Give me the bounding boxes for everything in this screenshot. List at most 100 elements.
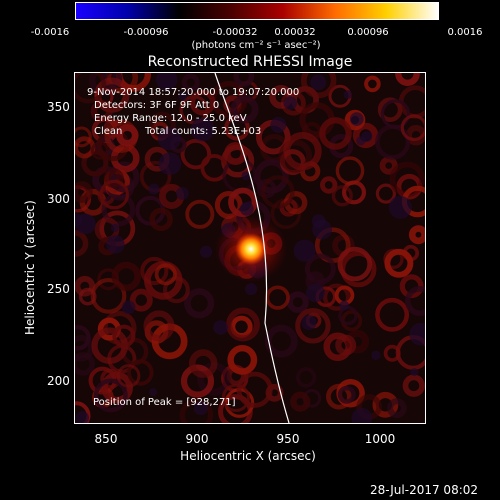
texture-ring <box>352 122 379 149</box>
solar-limb-line <box>214 73 290 423</box>
texture-dark-spot <box>158 152 182 175</box>
texture-ring <box>112 324 136 348</box>
texture-ring <box>75 73 107 104</box>
texture-ring <box>230 95 259 124</box>
texture-dark-spot <box>293 239 316 262</box>
texture-ring <box>111 261 142 292</box>
texture-ring <box>287 291 309 314</box>
y-axis-label: Heliocentric Y (arcsec) <box>23 200 37 335</box>
texture-ring <box>322 283 351 311</box>
texture-ring <box>398 85 425 119</box>
texture-ring <box>295 367 317 388</box>
x-tick-850: 850 <box>94 432 118 446</box>
texture-ring <box>81 149 109 177</box>
texture-ring <box>75 352 95 376</box>
texture-ring <box>75 126 92 148</box>
texture-ring <box>75 136 96 159</box>
rhessi-image-plot <box>74 72 426 424</box>
texture-ring <box>341 310 363 332</box>
texture-ring <box>108 161 140 193</box>
texture-ring <box>75 230 89 257</box>
texture-ring <box>290 391 311 412</box>
colorbar-gradient <box>75 2 439 20</box>
texture-dark-spot <box>149 388 158 397</box>
texture-ring <box>184 288 215 319</box>
texture-ring <box>93 378 128 413</box>
x-tick-1000: 1000 <box>364 432 396 446</box>
texture-ring <box>337 246 373 282</box>
texture-dark-spot <box>388 195 412 219</box>
texture-dark-spot <box>350 112 364 126</box>
texture-ring <box>226 307 260 342</box>
texture-dark-spot <box>199 245 213 258</box>
texture-ring <box>116 124 139 147</box>
x-axis-label: Heliocentric X (arcsec) <box>180 449 316 463</box>
colorbar-tick-4: 0.00032 <box>274 27 316 38</box>
texture-ring <box>179 398 214 423</box>
texture-ring <box>384 248 414 278</box>
colorbar-tick-1: -0.0016 <box>30 27 70 38</box>
texture-ring <box>127 359 154 386</box>
texture-ring <box>180 364 215 398</box>
texture-dark-spot <box>245 283 258 296</box>
texture-ring <box>140 256 169 286</box>
texture-ring <box>254 159 289 194</box>
texture-dark-spot <box>157 127 181 151</box>
texture-dark-spot <box>156 73 178 91</box>
texture-dark-spot <box>178 91 188 101</box>
time-range-label: 9-Nov-2014 18:57:20.000 to 19:07:20.000 <box>87 87 300 98</box>
x-tick-900: 900 <box>185 432 209 446</box>
texture-dark-spot <box>310 74 327 91</box>
y-tick-300: 300 <box>47 192 70 206</box>
texture-dark-spot <box>306 283 325 303</box>
texture-dark-spot <box>121 300 136 315</box>
texture-ring <box>331 185 353 207</box>
texture-ring <box>304 253 336 285</box>
texture-ring <box>364 75 381 93</box>
texture-ring <box>236 371 273 408</box>
texture-ring <box>319 176 338 194</box>
texture-ring <box>300 73 337 99</box>
y-tick-200: 200 <box>47 374 70 388</box>
texture-ring <box>90 278 127 314</box>
texture-ring <box>319 117 352 150</box>
texture-ring <box>214 191 243 219</box>
texture-dark-spot <box>410 368 419 377</box>
texture-ring <box>233 73 255 87</box>
texture-dark-spot <box>106 235 125 254</box>
texture-ring <box>375 124 411 160</box>
texture-dark-spot <box>339 300 350 311</box>
texture-ring <box>342 180 367 205</box>
colorbar-tick-2: -0.00096 <box>123 27 169 38</box>
texture-dark-spot <box>351 408 373 423</box>
colorbar-tick-3: -0.00032 <box>212 27 258 38</box>
texture-ring <box>116 364 141 388</box>
texture-ring <box>75 334 95 362</box>
texture-ring <box>278 139 313 173</box>
texture-dark-spot <box>176 187 189 200</box>
texture-ring <box>99 179 129 210</box>
texture-ring <box>372 391 399 418</box>
texture-ring <box>227 344 258 375</box>
texture-ring <box>185 199 215 229</box>
y-tick-350: 350 <box>47 100 70 114</box>
texture-dark-spot <box>241 171 251 181</box>
texture-dark-spot <box>75 411 89 423</box>
texture-ring <box>335 334 357 356</box>
texture-dark-spot <box>371 350 381 360</box>
texture-ring <box>375 183 396 204</box>
texture-ring <box>335 156 365 185</box>
texture-ring <box>337 385 356 404</box>
texture-ring <box>103 168 124 189</box>
footer-timestamp: 28-Jul-2017 08:02 <box>370 483 479 497</box>
texture-ring <box>129 288 153 312</box>
texture-ring <box>387 398 407 419</box>
texture-ring <box>404 286 425 316</box>
texture-ring <box>189 89 216 116</box>
texture-dark-spot <box>409 322 425 346</box>
texture-ring <box>379 156 398 175</box>
y-tick-250: 250 <box>47 282 70 296</box>
texture-ring <box>383 344 401 362</box>
texture-ring <box>400 114 425 141</box>
texture-dark-spot <box>270 116 287 133</box>
